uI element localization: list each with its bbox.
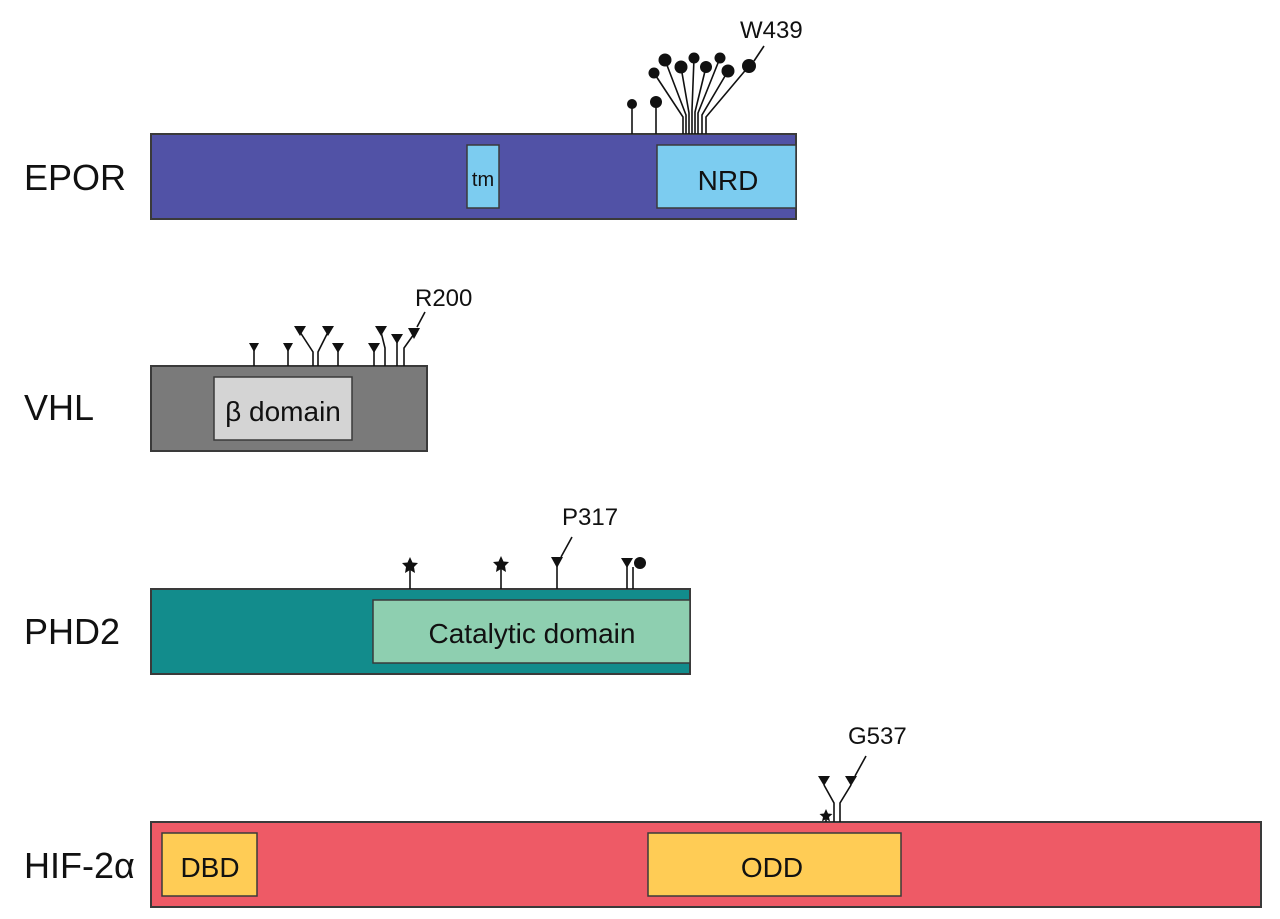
lollipop-triangle <box>332 343 344 353</box>
lollipop-circle <box>648 67 660 79</box>
vhl-beta-label: β domain <box>225 396 341 427</box>
lollipop-triangle <box>294 326 306 336</box>
lollipop-triangle <box>551 557 563 568</box>
epor-tm-domain <box>466 144 500 209</box>
lollipop-triangle <box>322 326 334 336</box>
lollipop-circle <box>721 64 735 78</box>
lollipop-circle <box>634 557 646 569</box>
lollipop-circle <box>650 96 662 108</box>
lollipop-circle <box>627 99 637 109</box>
vhl-mutation-markers <box>249 311 426 366</box>
lollipop-triangle <box>391 334 403 344</box>
epor-tm-label: tm <box>472 169 494 191</box>
lollipop-triangle <box>621 558 633 568</box>
hif2a-dbd-label: DBD <box>180 852 239 883</box>
epor-label: EPOR <box>24 157 126 198</box>
lollipop-circle <box>674 60 688 74</box>
lollipop-triangle <box>845 776 857 786</box>
hif2a-mutation-markers <box>818 755 867 822</box>
phd2-highlighted-mutation: P317 <box>562 504 618 531</box>
vhl-highlighted-mutation: R200 <box>415 285 472 312</box>
lollipop-star <box>819 809 833 822</box>
lollipop-triangle <box>249 343 259 352</box>
lollipop-triangle <box>818 776 830 786</box>
phd2-catalytic-label: Catalytic domain <box>429 618 636 649</box>
lollipop-triangle <box>375 326 387 336</box>
epor-nrd-domain <box>656 144 797 209</box>
phd2-catalytic-domain <box>372 599 691 664</box>
lollipop-circle <box>658 53 672 67</box>
hif2a-track: HIF-2α DBD ODD G537 <box>24 723 1262 908</box>
lollipop-triangle <box>408 328 420 339</box>
lollipop-circle <box>742 59 756 73</box>
hif2a-dbd-domain <box>161 832 258 897</box>
phd2-mutation-markers <box>402 536 646 589</box>
w439-pointer <box>753 45 765 62</box>
lollipop-circle <box>714 52 726 64</box>
lollipop-triangle <box>283 343 293 352</box>
phd2-track: PHD2 Catalytic domain P317 <box>24 504 691 675</box>
lollipop-circle <box>688 52 700 64</box>
lollipop-star <box>493 556 509 572</box>
epor-track: EPOR tm NRD W4 <box>24 17 803 220</box>
lollipop-triangle <box>368 343 380 353</box>
lollipop-star <box>402 557 418 573</box>
hif2a-label: HIF-2α <box>24 845 135 886</box>
epor-mutation-markers <box>627 45 765 134</box>
hif2a-odd-label: ODD <box>741 852 803 883</box>
epor-highlighted-mutation: W439 <box>740 17 803 44</box>
vhl-label: VHL <box>24 387 94 428</box>
r200-pointer <box>416 311 426 328</box>
lollipop-circle <box>700 61 712 73</box>
hif2a-odd-domain <box>647 832 902 897</box>
vhl-track: VHL β domain R200 <box>24 285 472 452</box>
hif2a-highlighted-mutation: G537 <box>848 723 907 750</box>
epor-nrd-label: NRD <box>698 165 759 196</box>
vhl-beta-domain <box>213 376 353 441</box>
g537-pointer <box>854 755 867 777</box>
phd2-label: PHD2 <box>24 611 120 652</box>
p317-pointer <box>560 536 573 558</box>
